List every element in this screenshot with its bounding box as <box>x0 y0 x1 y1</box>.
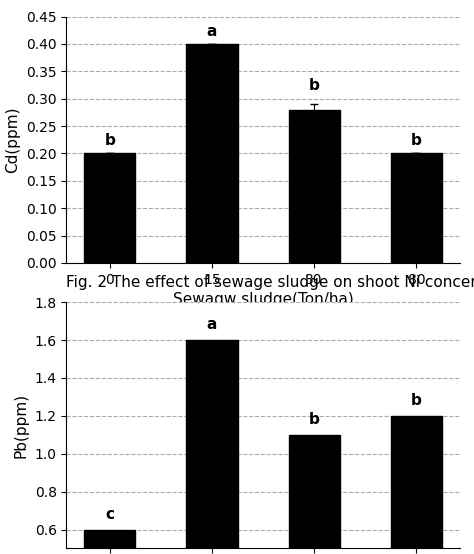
Text: a: a <box>207 23 217 39</box>
Bar <box>391 153 442 263</box>
Text: Fig. 2 The effect of sewage sludge on shoot Ni concentrations: Fig. 2 The effect of sewage sludge on sh… <box>66 275 474 290</box>
Bar <box>84 153 136 263</box>
Text: b: b <box>104 133 115 148</box>
Text: b: b <box>309 78 319 93</box>
Bar <box>186 44 237 263</box>
Text: c: c <box>105 507 114 522</box>
Text: b: b <box>411 133 422 148</box>
Y-axis label: Cd(ppm): Cd(ppm) <box>5 106 20 173</box>
Bar <box>289 435 340 554</box>
Bar <box>289 110 340 263</box>
Y-axis label: Pb(ppm): Pb(ppm) <box>14 393 29 458</box>
Bar <box>84 530 136 554</box>
Text: b: b <box>309 412 319 427</box>
Bar <box>186 340 237 554</box>
Text: b: b <box>411 393 422 408</box>
X-axis label: Sewagw sludge(Ton/ha): Sewagw sludge(Ton/ha) <box>173 292 354 307</box>
Text: a: a <box>207 317 217 332</box>
Bar <box>391 416 442 554</box>
